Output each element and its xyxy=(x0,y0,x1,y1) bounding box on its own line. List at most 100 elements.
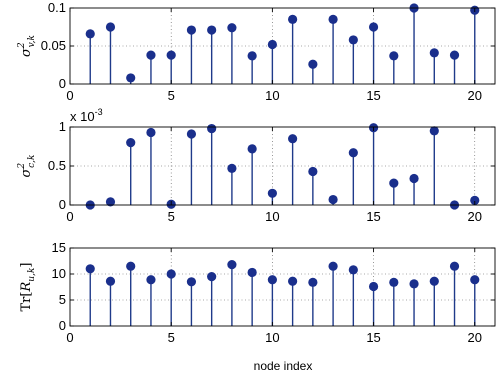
stem-marker xyxy=(308,277,318,287)
y-label-bracket-open: [ xyxy=(19,292,34,297)
scale-factor-exponent: -3 xyxy=(95,107,103,117)
stem-marker xyxy=(207,25,217,35)
stem-marker xyxy=(105,276,116,286)
stem-marker xyxy=(429,126,439,136)
panel-variance-v: 0 5 10 15 20 0 0.05 0.1 σ2v,k xyxy=(17,0,496,103)
x-tick-label: 20 xyxy=(468,88,482,103)
stem-marker xyxy=(166,269,176,279)
stem-marker xyxy=(146,127,156,138)
stem-marker xyxy=(389,178,399,188)
stem-marker xyxy=(186,25,197,35)
y-label-sub: c,k xyxy=(27,155,37,168)
x-tick-label: 15 xyxy=(366,209,380,224)
stem-marker xyxy=(105,197,116,207)
stem-marker xyxy=(368,281,379,292)
stem-marker xyxy=(227,23,237,33)
stem-marker xyxy=(368,22,379,32)
stem-marker xyxy=(470,275,480,285)
y-label-sup: 2 xyxy=(17,163,27,170)
axes-frame xyxy=(69,247,496,327)
stem-marker xyxy=(126,261,136,271)
y-axis-label: σ2v,k xyxy=(17,35,37,57)
stem-marker xyxy=(126,73,136,83)
stem-marker xyxy=(85,264,95,274)
x-tick-label: 10 xyxy=(265,209,279,224)
y-label-base: σ xyxy=(19,167,34,177)
stem-marker xyxy=(267,188,277,198)
y-tick-label: 0.05 xyxy=(41,38,66,53)
stem-marker xyxy=(328,14,338,24)
y-tick-label: 0 xyxy=(59,76,66,91)
y-tick-label: 5 xyxy=(59,292,66,307)
stem-marker xyxy=(288,134,298,144)
stem-marker xyxy=(328,261,338,271)
grid-lines xyxy=(70,127,495,205)
stem-series xyxy=(85,3,480,84)
stem-marker xyxy=(449,50,460,60)
x-tick-label: 0 xyxy=(66,330,73,345)
x-tick-label: 20 xyxy=(468,330,482,345)
stem-marker xyxy=(328,194,338,205)
stem-marker xyxy=(348,35,358,45)
stem-marker xyxy=(247,267,257,278)
y-axis-label: Tr[Ru,k] xyxy=(19,263,37,312)
stem-marker xyxy=(105,22,116,32)
x-tick-label: 10 xyxy=(265,330,279,345)
x-tick-label: 15 xyxy=(366,88,380,103)
tick-labels: 0 5 10 15 20 0 5 10 15 xyxy=(52,240,482,345)
stem-marker xyxy=(207,123,217,134)
x-tick-label: 0 xyxy=(66,209,73,224)
y-tick-label: 10 xyxy=(52,266,66,281)
stem-marker xyxy=(389,51,399,61)
y-tick-label: 0 xyxy=(59,318,66,333)
stem-series xyxy=(85,123,480,210)
stem-marker xyxy=(247,51,257,61)
stem-marker xyxy=(247,144,257,154)
stem-marker xyxy=(146,50,156,60)
y-label-var: R xyxy=(19,282,34,293)
stem-series xyxy=(85,260,480,326)
axes-frame xyxy=(69,126,496,206)
y-axis-label: σ2c,k xyxy=(17,155,37,178)
stem-marker xyxy=(166,50,176,60)
stem-marker xyxy=(308,166,318,177)
panel-variance-c: 0 5 10 15 20 0 0.5 1 x 10-3 σ2c,k xyxy=(17,107,496,224)
stem-marker xyxy=(449,261,460,271)
stem-marker xyxy=(348,148,358,158)
stem-marker xyxy=(146,275,156,285)
tick-labels: 0 5 10 15 20 0 0.5 1 xyxy=(48,119,482,224)
stem-marker xyxy=(85,29,95,39)
stem-marker xyxy=(308,59,318,69)
x-tick-label: 0 xyxy=(66,88,73,103)
stem-marker xyxy=(409,173,419,184)
scale-factor-base: x 10 xyxy=(70,109,95,124)
y-label-bracket-close: ] xyxy=(19,263,34,268)
y-tick-label: 0.1 xyxy=(48,0,66,15)
stem-marker xyxy=(186,129,197,139)
stem-marker xyxy=(470,195,480,205)
y-label-base: Tr xyxy=(19,296,34,312)
y-tick-label: 1 xyxy=(59,119,66,134)
panel-trace-r: 0 5 10 15 20 0 5 10 15 Tr[Ru,k] xyxy=(19,240,496,345)
tick-marks xyxy=(69,247,495,327)
stem-marker xyxy=(409,279,419,289)
x-tick-label: 15 xyxy=(366,330,380,345)
stem-marker xyxy=(429,276,439,286)
x-tick-label: 5 xyxy=(168,209,175,224)
x-tick-label: 5 xyxy=(168,88,175,103)
stem-marker xyxy=(348,265,358,275)
stem-marker xyxy=(126,138,136,148)
y-tick-label: 15 xyxy=(52,240,66,255)
axes-frame xyxy=(69,7,496,85)
x-tick-label: 10 xyxy=(265,88,279,103)
stem-marker xyxy=(207,272,217,282)
y-tick-label: 0.5 xyxy=(48,158,66,173)
tick-labels: 0 5 10 15 20 0 0.05 0.1 xyxy=(41,0,482,103)
y-label-sub: u,k xyxy=(27,268,37,282)
stem-marker xyxy=(227,260,237,270)
grid-lines xyxy=(70,248,495,326)
stem-marker xyxy=(288,276,298,286)
x-axis-label: node index xyxy=(254,359,313,373)
stem-marker xyxy=(429,48,439,58)
